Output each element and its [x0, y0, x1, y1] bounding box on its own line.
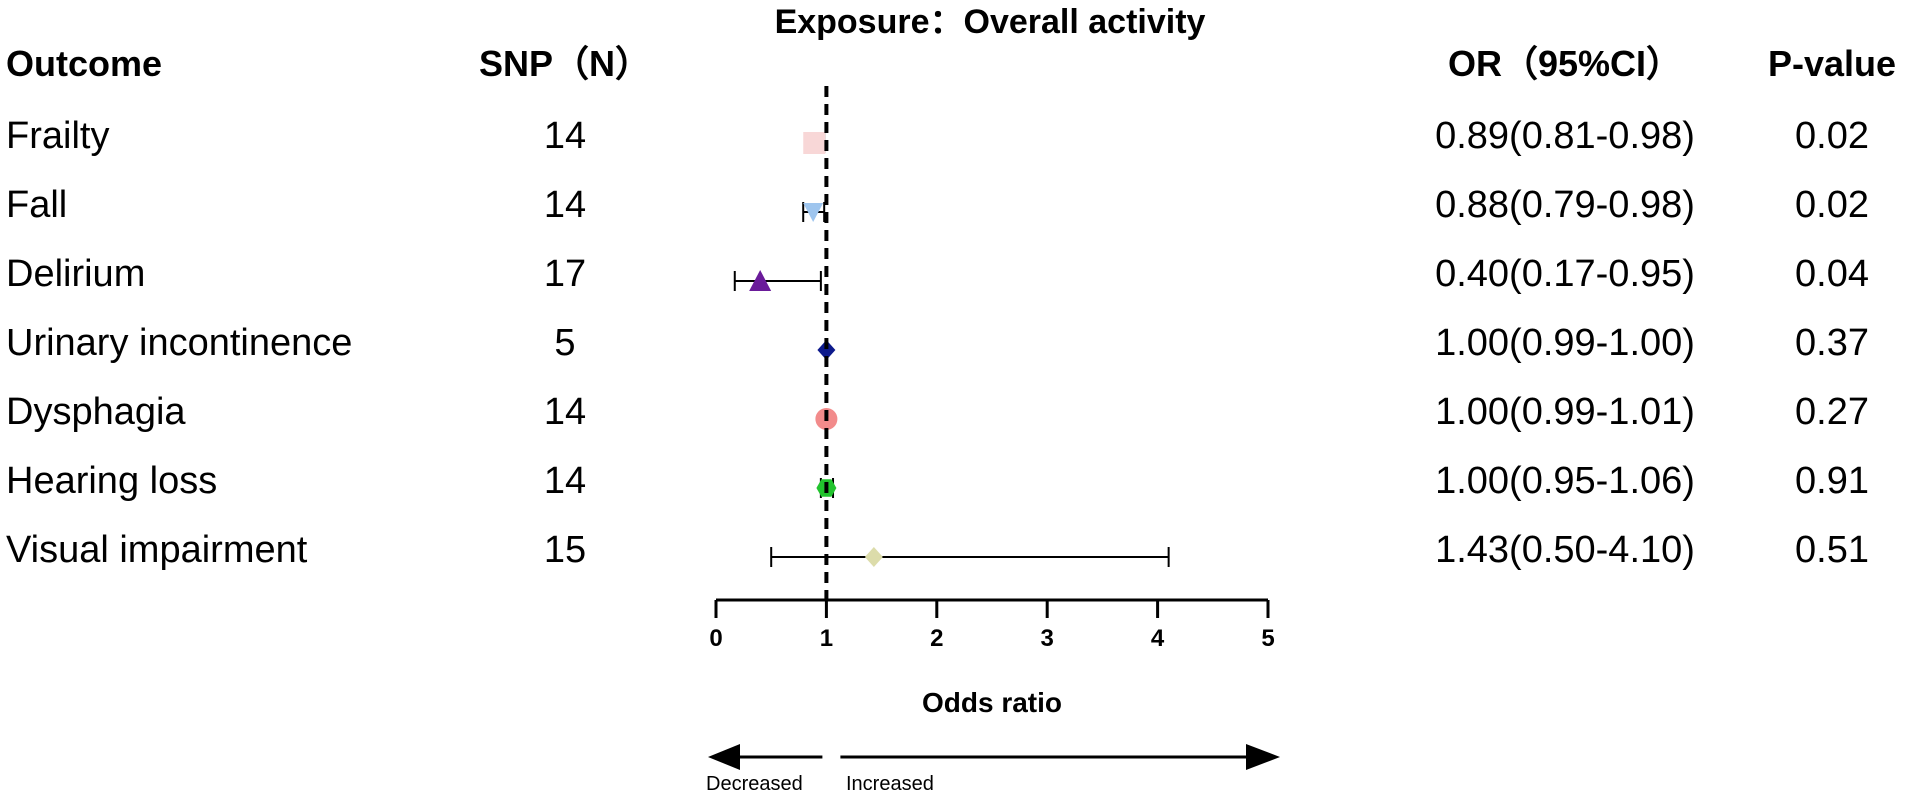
- x-tick-label: 4: [1151, 625, 1165, 652]
- point-marker: [817, 340, 836, 360]
- table-row: Visual impairment 15 1.43(0.50-4.10) 0.51: [6, 529, 1869, 571]
- snp-count: 14: [544, 115, 586, 157]
- x-tick-label: 5: [1261, 625, 1274, 652]
- or-ci-value: 0.89(0.81-0.98): [1435, 115, 1695, 157]
- decreased-label: Decreased: [706, 773, 803, 795]
- outcome-label: Dysphagia: [6, 391, 186, 433]
- snp-count: 17: [544, 253, 586, 295]
- outcome-label: Visual impairment: [6, 529, 308, 571]
- table-row: Delirium 17 0.40(0.17-0.95) 0.04: [6, 253, 1869, 295]
- increased-arrow-head: [1246, 744, 1280, 770]
- table-row: Frailty 14 0.89(0.81-0.98) 0.02: [6, 115, 1869, 157]
- outcome-label: Frailty: [6, 115, 109, 157]
- or-ci-value: 1.43(0.50-4.10): [1435, 529, 1695, 571]
- p-value: 0.02: [1795, 184, 1869, 226]
- x-axis-label: Odds ratio: [922, 687, 1062, 718]
- point-marker: [803, 132, 826, 154]
- table-row: Fall 14 0.88(0.79-0.98) 0.02: [6, 184, 1869, 226]
- chart-title: Exposure：Overall activity: [775, 3, 1206, 41]
- p-value: 0.27: [1795, 391, 1869, 433]
- table-row: Dysphagia 14 1.00(0.99-1.01) 0.27: [6, 391, 1869, 433]
- snp-count: 14: [544, 184, 586, 226]
- p-value: 0.91: [1795, 460, 1869, 502]
- x-tick-label: 1: [820, 625, 833, 652]
- header-or-ci: OR（95%CI）: [1448, 43, 1682, 84]
- p-value: 0.02: [1795, 115, 1869, 157]
- snp-count: 14: [544, 460, 586, 502]
- snp-count: 15: [544, 529, 586, 571]
- or-ci-value: 0.88(0.79-0.98): [1435, 184, 1695, 226]
- outcome-label: Urinary incontinence: [6, 322, 352, 364]
- header-p-value: P-value: [1768, 43, 1896, 84]
- header-outcome: Outcome: [6, 43, 162, 84]
- or-ci-value: 1.00(0.99-1.00): [1435, 322, 1695, 364]
- outcome-label: Delirium: [6, 253, 145, 295]
- table-row: Urinary incontinence 5 1.00(0.99-1.00) 0.37: [6, 322, 1869, 364]
- or-ci-value: 1.00(0.99-1.01): [1435, 391, 1695, 433]
- p-value: 0.37: [1795, 322, 1869, 364]
- p-value: 0.51: [1795, 529, 1869, 571]
- header-snp: SNP（N）: [479, 43, 651, 84]
- p-value: 0.04: [1795, 253, 1869, 295]
- table-row: Hearing loss 14 1.00(0.95-1.06) 0.91: [6, 460, 1869, 502]
- increased-label: Increased: [846, 773, 934, 795]
- outcome-label: Hearing loss: [6, 460, 217, 502]
- point-marker: [803, 203, 824, 222]
- point-marker: [864, 547, 883, 567]
- point-marker: [749, 270, 772, 291]
- decreased-arrow-head: [708, 744, 740, 770]
- snp-count: 5: [554, 322, 575, 364]
- outcome-label: Fall: [6, 184, 67, 226]
- or-ci-value: 1.00(0.95-1.06): [1435, 460, 1695, 502]
- x-tick-label: 0: [709, 625, 722, 652]
- snp-count: 14: [544, 391, 586, 433]
- x-tick-label: 3: [1041, 625, 1054, 652]
- or-ci-value: 0.40(0.17-0.95): [1435, 253, 1695, 295]
- x-tick-label: 2: [930, 625, 943, 652]
